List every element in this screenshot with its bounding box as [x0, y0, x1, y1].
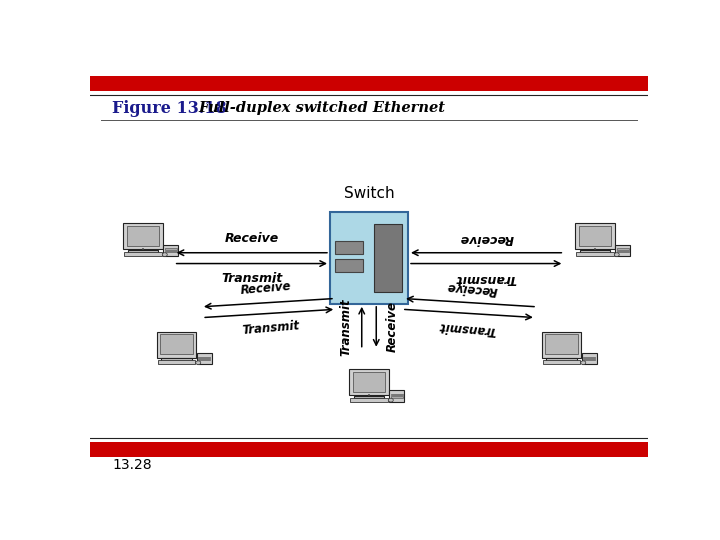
Circle shape	[388, 399, 393, 402]
Bar	[124, 252, 162, 256]
Bar	[163, 245, 179, 256]
Text: Receive: Receive	[459, 232, 513, 245]
Bar	[583, 359, 595, 360]
Text: Switch: Switch	[343, 186, 395, 201]
Bar	[165, 248, 177, 250]
Bar	[583, 356, 595, 358]
Bar	[158, 360, 195, 364]
Bar	[615, 245, 631, 256]
Bar	[353, 372, 385, 392]
Bar	[582, 353, 597, 364]
Bar	[90, 442, 648, 457]
Bar	[161, 358, 192, 361]
Bar	[197, 353, 212, 364]
Bar	[374, 224, 402, 293]
Bar	[546, 358, 577, 361]
Bar	[350, 398, 388, 402]
Bar	[579, 226, 611, 246]
Bar	[124, 224, 163, 249]
Circle shape	[196, 361, 201, 365]
Bar	[161, 334, 192, 354]
Bar	[580, 250, 611, 253]
Text: Transmit: Transmit	[438, 319, 497, 337]
Text: Transmit: Transmit	[456, 272, 517, 285]
Bar	[349, 369, 389, 395]
Bar	[198, 359, 210, 360]
Bar	[391, 396, 403, 397]
Text: Receive: Receive	[225, 232, 279, 245]
Circle shape	[614, 253, 619, 256]
Bar	[616, 248, 629, 250]
Text: Figure 13.18: Figure 13.18	[112, 100, 227, 117]
Bar	[354, 396, 384, 399]
Text: Receive: Receive	[446, 280, 498, 297]
Bar	[335, 241, 363, 254]
Bar	[165, 251, 177, 252]
Text: Transmit: Transmit	[221, 272, 282, 285]
Bar	[546, 334, 577, 354]
Bar	[576, 252, 614, 256]
Bar	[391, 394, 403, 395]
Circle shape	[162, 253, 167, 256]
Bar	[198, 356, 210, 358]
Bar	[330, 212, 408, 304]
Text: Receive: Receive	[385, 301, 398, 352]
Text: Full-duplex switched Ethernet: Full-duplex switched Ethernet	[199, 102, 446, 116]
Circle shape	[581, 361, 586, 365]
Text: Receive: Receive	[240, 280, 292, 297]
Bar	[127, 226, 159, 246]
Bar	[127, 250, 158, 253]
Bar	[575, 224, 615, 249]
Bar	[90, 76, 648, 91]
Bar	[543, 360, 580, 364]
Text: Transmit: Transmit	[340, 298, 353, 355]
Bar	[616, 251, 629, 252]
Text: 13.28: 13.28	[112, 458, 152, 472]
Bar	[542, 332, 581, 357]
Bar	[157, 332, 196, 357]
Bar	[335, 259, 363, 272]
Bar	[389, 390, 405, 402]
Text: Transmit: Transmit	[241, 319, 300, 337]
